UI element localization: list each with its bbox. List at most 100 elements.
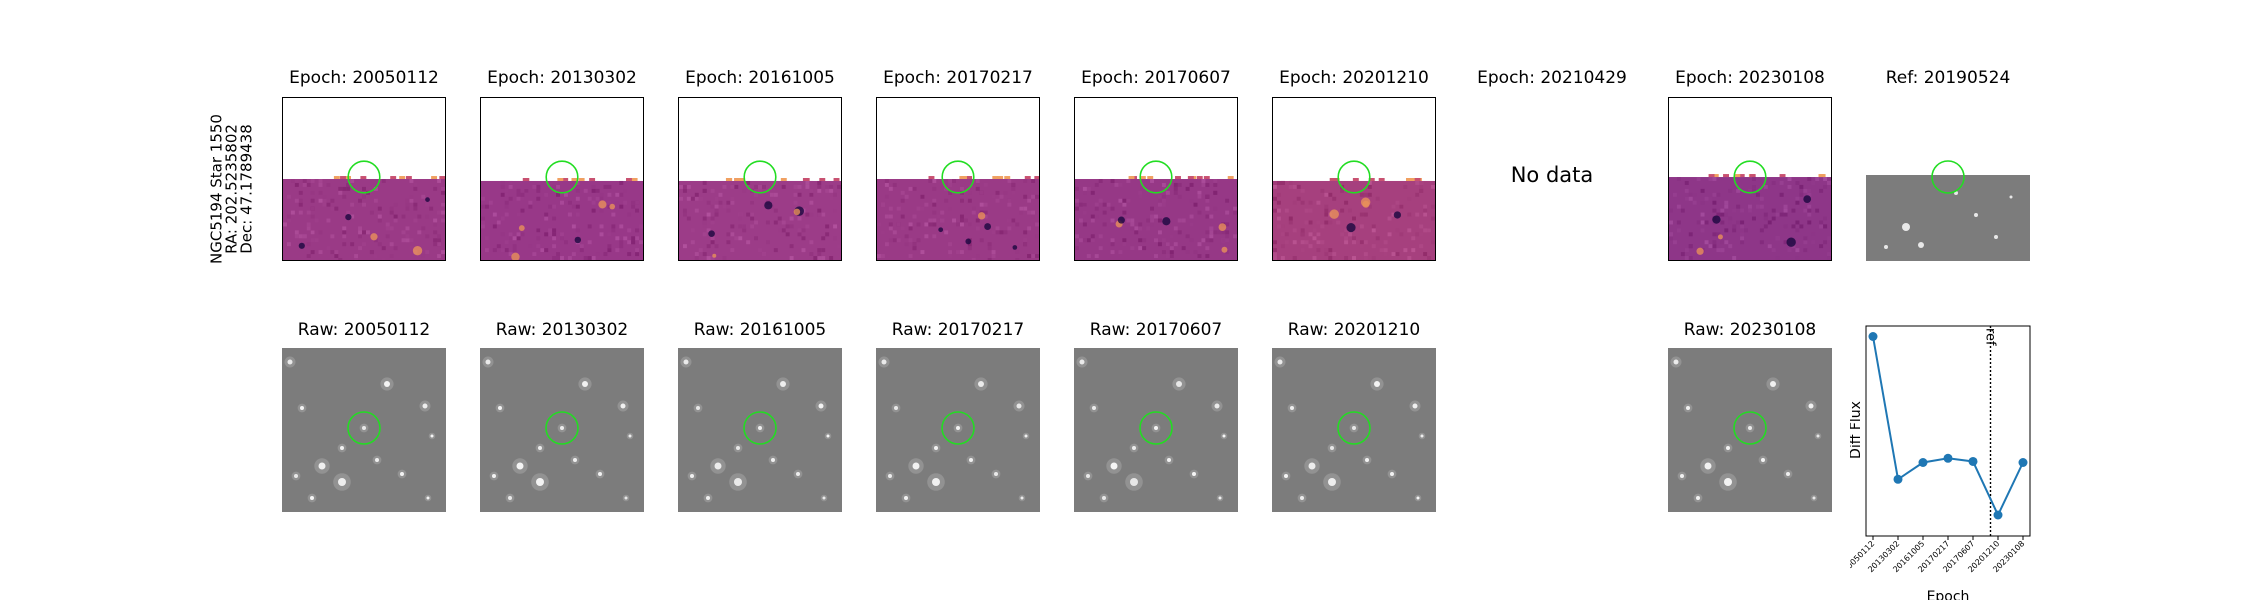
star-spot [1884,245,1888,249]
raw-panel-title-5: Raw: 20201210 [1287,320,1421,340]
target-circle [347,411,381,445]
light-curve-chart: ref2005011220130302201610052017021720170… [1850,325,2031,600]
raw-panel-title-3: Raw: 20170217 [891,320,1025,340]
star-spot [1902,223,1910,231]
star-spot [318,462,326,470]
star-spot [758,426,762,430]
star-spot [690,474,694,478]
star-spot [1130,478,1138,486]
target-circle [545,411,579,445]
star-spot [1284,474,1288,478]
reference-panel-title: Ref: 20190524 [1885,68,2011,88]
star-spot [1680,474,1684,478]
star-spot [683,359,689,365]
star-spot [400,472,404,476]
star-spot [384,381,390,387]
star-spot [1412,403,1418,409]
star-spot [894,406,898,410]
star-dec: Dec: 47.1789438 [237,124,256,254]
diff-panel-title-7: Epoch: 20230108 [1675,68,1825,88]
target-circle [347,160,381,194]
star-spot [934,446,938,450]
diff-panel-title-3: Epoch: 20170217 [883,68,1033,88]
star-spot [310,496,314,500]
star-spot [430,434,434,438]
star-spot [2009,195,2013,199]
star-spot [904,496,908,500]
star-spot [628,434,632,438]
star-spot [734,478,742,486]
star-spot [1352,426,1356,430]
star-spot [1374,381,1380,387]
star-spot [294,474,298,478]
star-spot [1132,446,1136,450]
star-spot [287,359,293,365]
data-point [1868,332,1878,341]
star-spot [1994,235,1998,239]
star-spot [994,472,998,476]
raw-panel-title-0: Raw: 20050112 [297,320,431,340]
star-spot [706,496,710,500]
star-spot [1328,478,1336,486]
diff-panel-title-2: Epoch: 20161005 [685,68,835,88]
diff-panel-title-4: Epoch: 20170607 [1081,68,1231,88]
star-spot [620,403,626,409]
star-spot [818,403,824,409]
difference-image-7 [1668,97,1832,261]
difference-image-1 [480,97,644,261]
reference-line-label: ref [1983,328,1998,346]
star-spot [1761,458,1765,462]
target-circle [743,160,777,194]
star-spot [1724,478,1732,486]
star-spot [536,478,544,486]
star-spot [375,458,379,462]
star-spot [560,426,564,430]
target-circle [1337,411,1371,445]
target-circle [1733,411,1767,445]
plot-frame [1865,325,2031,537]
data-point [1918,458,1928,467]
star-spot [508,496,512,500]
star-spot [978,381,984,387]
star-spot [1390,472,1394,476]
target-circle [1139,160,1173,194]
star-spot [1704,462,1712,470]
star-spot [426,496,430,500]
star-spot [780,381,786,387]
raw-image-6 [1668,348,1832,512]
reference-image [1866,97,2030,261]
star-spot [498,406,502,410]
star-spot [1016,403,1022,409]
star-spot [1748,426,1752,430]
star-spot [1365,458,1369,462]
star-spot [340,446,344,450]
star-spot [1673,359,1679,365]
star-spot [1812,496,1816,500]
data-point [1893,474,1903,484]
star-spot [1308,462,1316,470]
data-point [1993,510,2003,520]
x-axis-label: Epoch [1927,589,1970,600]
star-spot [888,474,892,478]
star-spot [1192,472,1196,476]
star-spot [538,446,542,450]
star-spot [492,474,496,478]
star-spot [912,462,920,470]
star-spot [1222,434,1226,438]
raw-panel-title-1: Raw: 20130302 [495,320,629,340]
raw-image-3 [876,348,1040,512]
raw-panel-title-4: Raw: 20170607 [1089,320,1223,340]
raw-image-1 [480,348,644,512]
difference-image-4 [1074,97,1238,261]
difference-image-0 [282,97,446,261]
star-spot [932,478,940,486]
star-spot [714,462,722,470]
star-spot [1176,381,1182,387]
star-spot [1420,434,1424,438]
star-spot [771,458,775,462]
star-spot [969,458,973,462]
raw-image-4 [1074,348,1238,512]
star-spot [485,359,491,365]
star-spot [624,496,628,500]
star-spot [1816,434,1820,438]
